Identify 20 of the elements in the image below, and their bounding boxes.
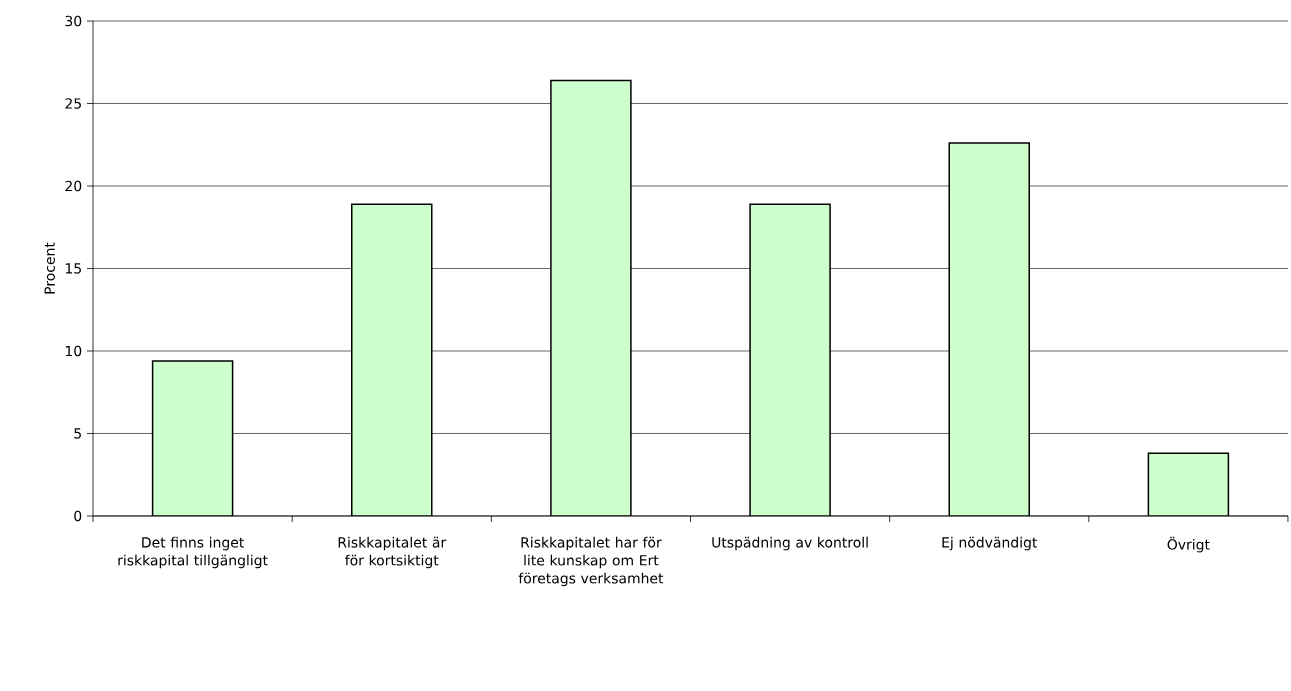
bar xyxy=(948,142,1030,516)
x-tick-label: Riskkapitalet är för kortsiktigt xyxy=(338,536,447,569)
y-tick-label: 10 xyxy=(65,345,82,357)
y-tick-label: 15 xyxy=(65,263,81,274)
bar xyxy=(749,203,831,516)
y-tick-label: 0 xyxy=(74,510,82,522)
y-tick-label: 5 xyxy=(74,428,81,439)
bar xyxy=(151,360,234,516)
x-tick-label: Ej nödvändigt xyxy=(942,536,1038,551)
bar xyxy=(1147,452,1230,516)
y-tick-label: 30 xyxy=(65,15,82,27)
bar xyxy=(351,203,433,516)
x-tick-label: Utspädning av kontroll xyxy=(712,536,868,551)
x-tick-label: Övrigt xyxy=(1167,536,1210,553)
x-tick-label: Riskkapitalet har för lite kunskap om Ert företags verksamhet xyxy=(518,536,664,587)
y-axis-title: Procent xyxy=(44,242,55,294)
y-tick-label: 25 xyxy=(65,98,81,109)
bar xyxy=(550,79,632,516)
x-tick-label: Det finns inget riskkapital tillgängligt xyxy=(118,536,268,569)
y-tick-label: 20 xyxy=(65,180,82,192)
